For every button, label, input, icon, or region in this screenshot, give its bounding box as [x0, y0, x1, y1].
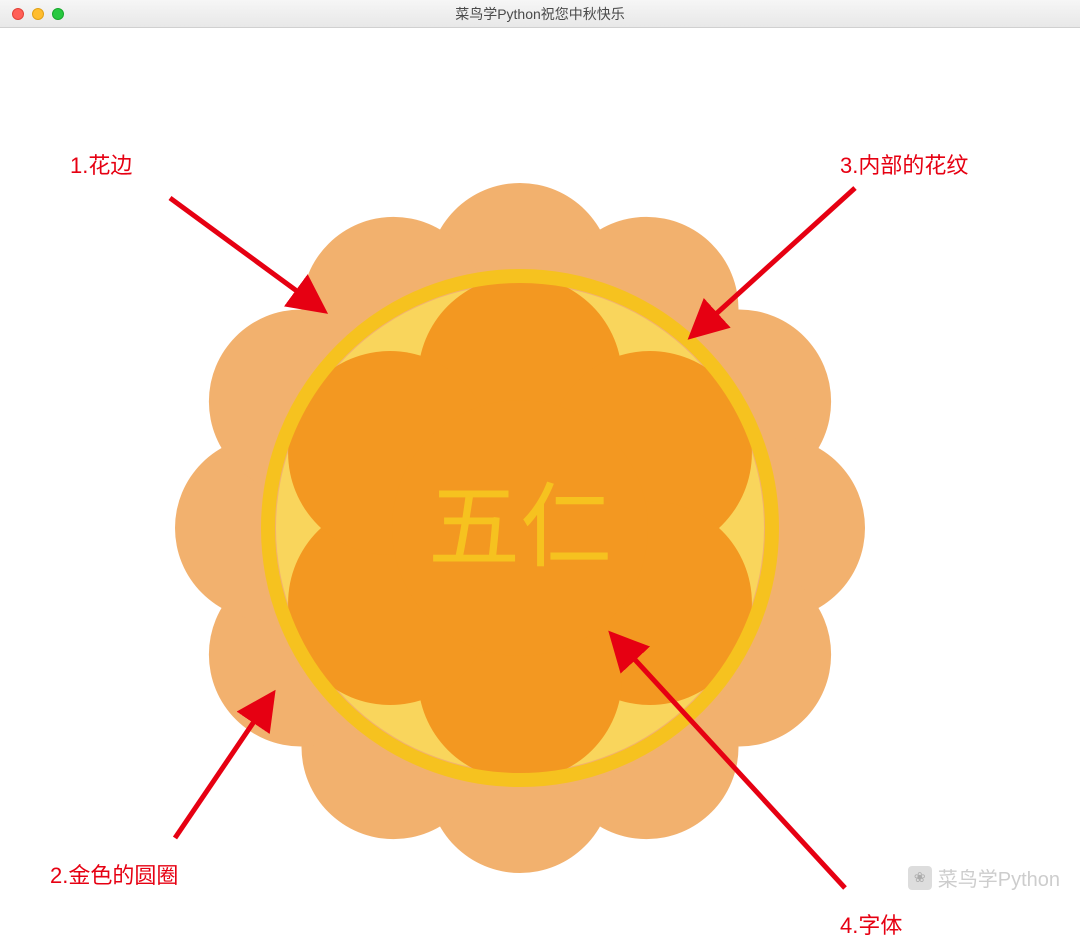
annotation-2-gold-ring: 2.金色的圆圈 [50, 858, 178, 890]
minimize-icon[interactable] [32, 8, 44, 20]
window-titlebar: 菜鸟学Python祝您中秋快乐 [0, 0, 1080, 28]
annotation-label: 4.字体 [840, 913, 902, 938]
close-icon[interactable] [12, 8, 24, 20]
watermark-text: 菜鸟学Python [938, 863, 1060, 892]
mooncake-text: 五仁 [428, 477, 612, 579]
annotation-1-scallop: 1.花边 [70, 148, 132, 180]
annotation-label: 1.花边 [70, 153, 132, 178]
drawing-canvas: 五仁 1.花边 2.金色的圆圈 3.内部的花纹 4.字体 ❀ 菜鸟学Python [0, 28, 1080, 934]
traffic-lights [0, 8, 64, 20]
zoom-icon[interactable] [52, 8, 64, 20]
annotation-label: 3.内部的花纹 [840, 153, 968, 178]
wechat-icon: ❀ [908, 866, 932, 890]
annotation-3-inner-pattern: 3.内部的花纹 [840, 148, 968, 180]
window-title: 菜鸟学Python祝您中秋快乐 [0, 4, 1080, 24]
annotation-4-font: 4.字体 [840, 908, 902, 940]
watermark: ❀ 菜鸟学Python [908, 863, 1060, 892]
annotation-label: 2.金色的圆圈 [50, 863, 178, 888]
